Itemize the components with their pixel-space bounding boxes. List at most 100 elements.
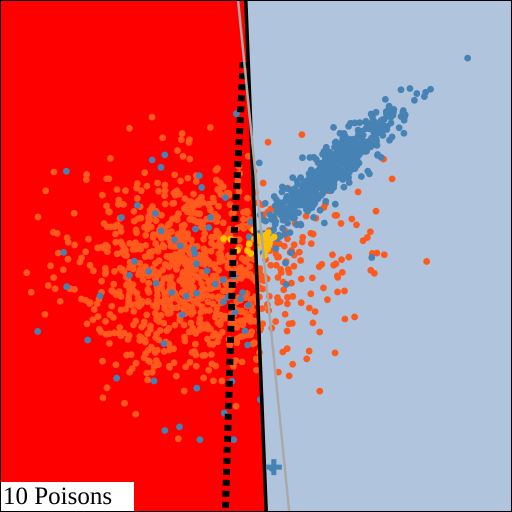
data-point <box>240 215 247 223</box>
data-point <box>70 209 78 217</box>
data-point <box>297 257 305 264</box>
data-point <box>307 240 315 248</box>
data-point <box>349 147 357 154</box>
data-point <box>316 328 324 336</box>
data-point <box>161 192 169 199</box>
data-point <box>215 332 222 340</box>
region-left <box>1 1 267 511</box>
data-point <box>274 274 282 281</box>
data-point <box>171 256 179 263</box>
data-point <box>282 259 289 267</box>
data-point <box>106 339 113 347</box>
data-point <box>345 169 353 176</box>
data-point <box>192 362 200 370</box>
data-point <box>275 253 283 261</box>
data-point <box>317 161 325 169</box>
data-point <box>135 302 143 310</box>
data-point <box>200 256 208 264</box>
data-point <box>241 316 249 324</box>
data-point <box>270 226 278 233</box>
data-point <box>320 148 328 155</box>
data-point <box>151 274 159 282</box>
data-point <box>145 279 153 287</box>
data-point <box>267 261 275 269</box>
data-point <box>64 238 72 246</box>
data-point <box>318 260 326 268</box>
data-point <box>177 136 185 144</box>
data-point <box>161 427 169 434</box>
data-point <box>176 242 184 250</box>
data-point <box>192 178 200 185</box>
data-point <box>103 223 111 231</box>
data-point <box>427 85 434 93</box>
data-point <box>23 269 31 277</box>
data-point <box>283 327 291 335</box>
data-point <box>137 214 145 222</box>
data-point <box>266 239 273 247</box>
data-point <box>96 292 104 300</box>
data-point <box>116 264 124 272</box>
data-point <box>153 303 161 311</box>
data-point <box>252 355 260 363</box>
data-point <box>158 280 166 288</box>
data-point <box>184 174 192 182</box>
data-point <box>90 306 98 313</box>
data-point <box>116 324 124 331</box>
data-point <box>388 133 396 141</box>
data-point <box>155 257 163 265</box>
data-point <box>152 334 160 342</box>
data-point <box>247 318 255 325</box>
data-point <box>369 113 376 121</box>
data-point <box>44 282 52 289</box>
data-point <box>50 274 58 281</box>
data-point <box>245 240 253 248</box>
data-point <box>152 210 159 217</box>
data-point <box>124 335 132 343</box>
data-point <box>156 327 164 334</box>
data-point <box>126 368 134 376</box>
data-point <box>204 323 212 330</box>
boundary-0 <box>244 0 268 512</box>
data-point <box>366 228 374 236</box>
data-point <box>290 262 298 270</box>
data-point <box>147 223 155 231</box>
data-point <box>188 310 195 318</box>
data-point <box>34 213 42 221</box>
data-point <box>130 207 138 215</box>
data-point <box>288 279 295 287</box>
data-point <box>281 230 289 238</box>
data-point <box>125 124 133 132</box>
data-point <box>304 203 312 211</box>
data-point <box>165 300 173 308</box>
data-point <box>191 340 199 348</box>
data-point <box>381 96 389 103</box>
data-point <box>112 238 120 246</box>
data-point <box>297 220 304 228</box>
data-point <box>205 224 213 231</box>
data-point <box>145 289 153 296</box>
data-point <box>149 247 156 255</box>
data-point <box>240 332 247 340</box>
data-point <box>389 108 397 116</box>
data-point <box>279 224 287 232</box>
data-point <box>253 366 260 374</box>
data-point <box>101 264 109 272</box>
data-point <box>122 187 129 194</box>
data-point <box>142 241 150 249</box>
data-point <box>131 257 138 265</box>
data-point <box>47 262 54 270</box>
data-point <box>219 287 227 295</box>
data-point <box>157 232 165 240</box>
data-point <box>272 261 280 269</box>
data-point <box>258 305 266 313</box>
data-point <box>333 272 341 280</box>
data-point <box>171 236 178 244</box>
data-point <box>173 216 181 224</box>
data-point <box>148 113 156 121</box>
data-point <box>307 229 315 237</box>
data-point <box>397 86 405 94</box>
data-point <box>200 235 207 243</box>
data-point <box>105 175 113 183</box>
data-point <box>171 321 179 329</box>
